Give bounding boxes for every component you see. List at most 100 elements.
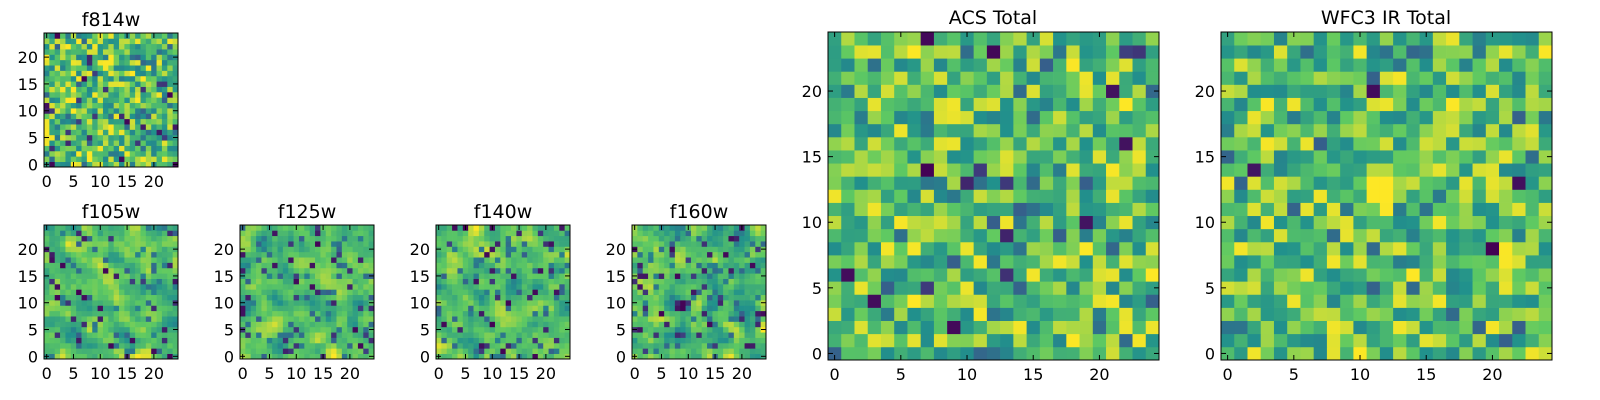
heatmap-cell [1273, 32, 1288, 46]
heatmap-cell [151, 235, 157, 242]
heatmap-cell [947, 281, 961, 295]
heatmap-cell [341, 278, 348, 285]
heatmap-cell [245, 321, 252, 328]
heatmap-cell [543, 283, 549, 290]
heatmap-cell [1472, 255, 1487, 269]
heatmap-cell [457, 353, 464, 360]
heatmap-cell [920, 176, 935, 190]
heatmap-cell [468, 241, 474, 247]
heatmap-cell [1053, 268, 1067, 282]
heatmap-cell [1092, 228, 1107, 243]
heatmap-cell [245, 300, 252, 306]
heatmap-cell [739, 326, 745, 333]
heatmap-cell [124, 102, 131, 109]
heatmap-cell [973, 346, 988, 361]
heatmap-cell [76, 246, 82, 253]
heatmap-cell [537, 278, 544, 285]
heatmap-cell [1432, 189, 1447, 203]
heatmap-cell [441, 267, 448, 274]
heatmap-cell [717, 300, 724, 306]
heatmap-cell [288, 278, 294, 285]
y-tick-label: 15 [1195, 148, 1215, 167]
heatmap-cell [707, 246, 713, 253]
heatmap-cell [548, 289, 555, 296]
heatmap-cell [749, 230, 756, 237]
heatmap-cell [167, 321, 173, 328]
heatmap-cell [65, 289, 72, 296]
heatmap-cell [145, 59, 152, 66]
heatmap-cell [282, 326, 289, 333]
heatmap-cell [151, 230, 157, 237]
heatmap-cell [272, 353, 278, 360]
heatmap-cell [1379, 228, 1394, 243]
heatmap-cell [1379, 136, 1394, 151]
heatmap-cell [680, 353, 686, 360]
heatmap-cell [1512, 268, 1526, 282]
heatmap-cell [261, 305, 268, 312]
heatmap-cell [145, 348, 152, 354]
heatmap-cell [320, 310, 327, 317]
heatmap-cell [60, 97, 66, 104]
heatmap-cell [457, 300, 464, 306]
heatmap-cell [505, 267, 512, 274]
heatmap-cell [161, 278, 168, 285]
heatmap-cell [1092, 346, 1107, 361]
heatmap-cell [933, 123, 948, 138]
heatmap-cell [272, 310, 278, 317]
heatmap-cell [261, 300, 268, 306]
heatmap-cell [1472, 97, 1487, 112]
heatmap-cell [119, 353, 125, 360]
heatmap-cell [441, 225, 448, 231]
heatmap-cell [135, 278, 141, 285]
heatmap-cell [172, 145, 179, 152]
heatmap-cell [749, 257, 756, 263]
heatmap-cell [1432, 32, 1447, 46]
heatmap-cell [304, 235, 311, 242]
heatmap-cell [1459, 281, 1473, 295]
heatmap-cell [1499, 346, 1513, 361]
heatmap-cell [65, 283, 72, 290]
heatmap-cell [1538, 241, 1553, 256]
heatmap-cell [1472, 189, 1487, 203]
heatmap-cell [135, 246, 141, 253]
heatmap-cell [669, 332, 676, 338]
heatmap-cells [44, 33, 179, 168]
heatmap-cell [1132, 45, 1147, 59]
heatmap-cell [712, 278, 719, 285]
heatmap-cell [1419, 268, 1434, 282]
heatmap-cell [70, 235, 77, 242]
heatmap-cell [1013, 281, 1027, 295]
heatmap-cell [648, 257, 654, 263]
heatmap-cell [1221, 333, 1235, 348]
heatmap-cell [240, 337, 246, 344]
heatmap-cell [167, 124, 173, 130]
heatmap-cell [548, 294, 555, 301]
heatmap-cell [473, 316, 480, 322]
heatmap-cell [828, 163, 842, 177]
heatmap-cell [102, 262, 109, 269]
heatmap-cell [1406, 84, 1420, 98]
heatmap-cell [521, 294, 528, 301]
heatmap-cell [172, 70, 179, 77]
heatmap-cell [511, 278, 517, 285]
heatmap-cell [298, 273, 305, 279]
heatmap-cell [161, 332, 168, 338]
heatmap-cell [648, 225, 654, 231]
heatmap-cell [86, 267, 93, 274]
heatmap-cell [1419, 241, 1434, 256]
y-tick-label: 0 [28, 347, 38, 366]
heatmap-cell [1313, 346, 1328, 361]
heatmap-cell [156, 294, 163, 301]
heatmap-cell [1234, 333, 1248, 348]
heatmap-cell [1119, 189, 1133, 203]
heatmap-cell [521, 337, 528, 344]
heatmap-cell [129, 118, 136, 125]
heatmap-cell [113, 283, 120, 290]
heatmap-cell [1393, 346, 1407, 361]
heatmap-cell [245, 342, 252, 349]
heatmap-cell [1512, 228, 1526, 243]
heatmap-cell [680, 273, 686, 279]
heatmap-cell [315, 310, 321, 317]
heatmap-cell [1326, 123, 1341, 138]
heatmap-cell [151, 108, 157, 114]
